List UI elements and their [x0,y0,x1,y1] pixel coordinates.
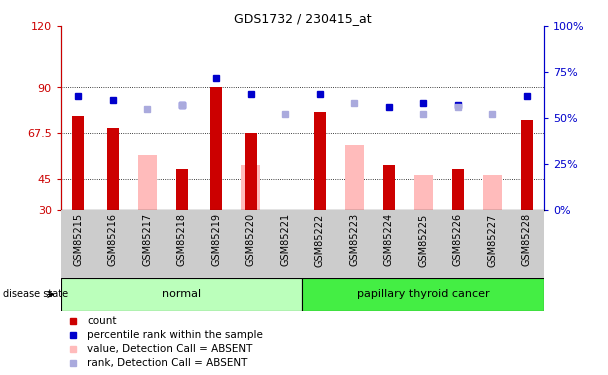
Text: GSM85224: GSM85224 [384,213,394,267]
Text: GSM85217: GSM85217 [142,213,152,267]
Text: normal: normal [162,290,201,299]
Text: disease state: disease state [3,290,68,299]
Text: GSM85216: GSM85216 [108,213,117,266]
Bar [137,155,157,210]
Bar [483,175,502,210]
Bar [210,87,222,210]
Text: GSM85215: GSM85215 [73,213,83,267]
Text: GSM85227: GSM85227 [488,213,497,267]
Bar [383,165,395,210]
Text: GSM85228: GSM85228 [522,213,532,267]
Text: count: count [88,316,117,326]
Bar [61,278,302,311]
Bar [244,134,257,210]
Text: papillary thyroid cancer: papillary thyroid cancer [357,290,489,299]
Text: GSM85221: GSM85221 [280,213,290,267]
Text: GSM85218: GSM85218 [177,213,187,266]
Bar [345,145,364,210]
Text: GSM85222: GSM85222 [315,213,325,267]
Text: GSM85223: GSM85223 [349,213,359,267]
Bar [72,116,84,210]
Title: GDS1732 / 230415_at: GDS1732 / 230415_at [233,12,371,25]
Text: value, Detection Call = ABSENT: value, Detection Call = ABSENT [88,344,253,354]
Text: rank, Detection Call = ABSENT: rank, Detection Call = ABSENT [88,358,247,368]
Bar [414,175,433,210]
Bar [106,128,119,210]
Text: GSM85226: GSM85226 [453,213,463,267]
Bar [521,120,533,210]
Bar [241,165,260,210]
Text: GSM85219: GSM85219 [211,213,221,266]
Bar [452,169,464,210]
Text: percentile rank within the sample: percentile rank within the sample [88,330,263,340]
Bar [176,169,188,210]
Text: GSM85225: GSM85225 [418,213,428,267]
Bar [314,112,326,210]
Text: GSM85220: GSM85220 [246,213,256,267]
Bar [302,278,544,311]
